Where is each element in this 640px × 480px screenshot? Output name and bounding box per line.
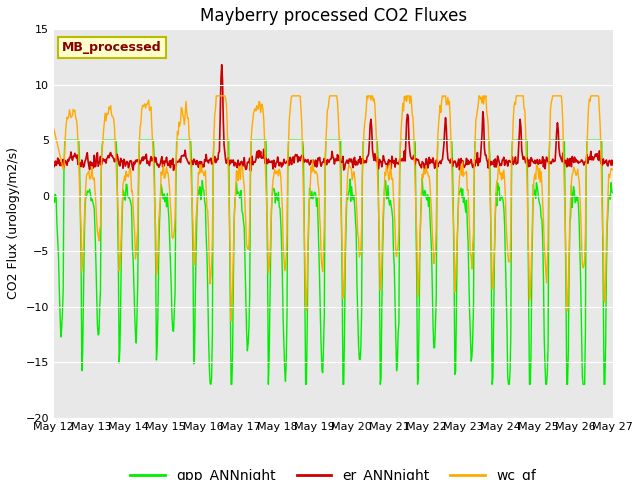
Line: wc_gf: wc_gf xyxy=(54,96,612,321)
wc_gf xyxy=(174,132,182,137)
Line: er_ANNnight: er_ANNnight xyxy=(54,65,612,172)
gpp_ANNnight xyxy=(403,137,410,143)
gpp_ANNnight xyxy=(61,137,69,143)
Line: gpp_ANNnight: gpp_ANNnight xyxy=(54,140,612,384)
er_ANNnight xyxy=(118,158,125,164)
er_ANNnight xyxy=(50,164,58,170)
Text: MB_processed: MB_processed xyxy=(62,41,162,54)
er_ANNnight xyxy=(419,159,426,165)
wc_gf xyxy=(60,165,68,171)
wc_gf xyxy=(212,93,220,99)
wc_gf xyxy=(204,208,212,214)
gpp_ANNnight xyxy=(205,333,212,338)
gpp_ANNnight xyxy=(60,168,68,174)
er_ANNnight xyxy=(420,169,428,175)
wc_gf xyxy=(403,99,410,105)
gpp_ANNnight xyxy=(609,190,616,195)
er_ANNnight xyxy=(174,159,182,165)
Legend: gpp_ANNnight, er_ANNnight, wc_gf: gpp_ANNnight, er_ANNnight, wc_gf xyxy=(125,463,541,480)
Y-axis label: CO2 Flux (urology/m2/s): CO2 Flux (urology/m2/s) xyxy=(7,147,20,300)
wc_gf xyxy=(419,175,427,180)
gpp_ANNnight xyxy=(419,190,427,196)
er_ANNnight xyxy=(402,139,410,144)
wc_gf xyxy=(227,318,235,324)
gpp_ANNnight xyxy=(175,137,183,143)
er_ANNnight xyxy=(204,158,212,164)
er_ANNnight xyxy=(609,162,616,168)
gpp_ANNnight xyxy=(50,192,58,197)
wc_gf xyxy=(118,225,125,230)
wc_gf xyxy=(50,126,58,132)
wc_gf xyxy=(609,167,616,173)
Title: Mayberry processed CO2 Fluxes: Mayberry processed CO2 Fluxes xyxy=(200,7,467,25)
gpp_ANNnight xyxy=(118,210,126,216)
er_ANNnight xyxy=(218,62,225,68)
gpp_ANNnight xyxy=(207,382,214,387)
er_ANNnight xyxy=(60,165,68,171)
